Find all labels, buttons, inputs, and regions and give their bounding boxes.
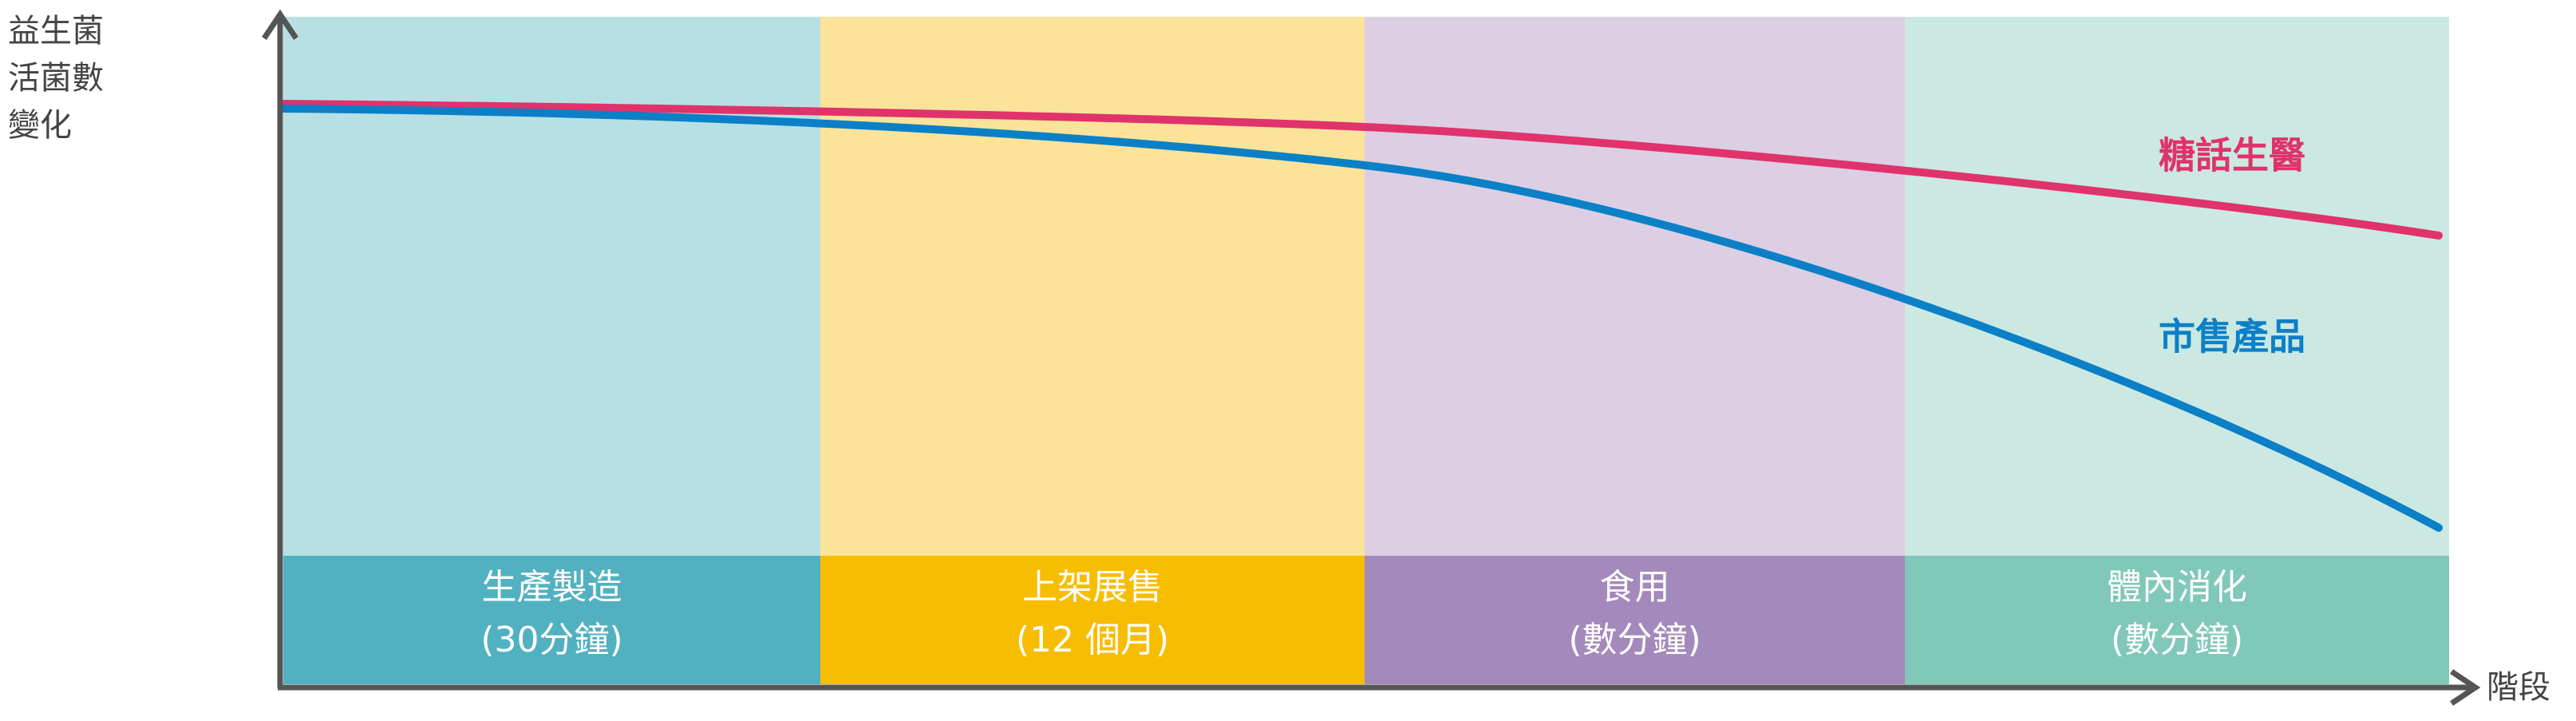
stage-box bbox=[820, 556, 1365, 684]
stage-band bbox=[1365, 17, 1905, 556]
curve-label: 糖話生醫 bbox=[2159, 134, 2305, 177]
curve-line bbox=[279, 100, 2443, 240]
stage-band bbox=[820, 17, 1365, 556]
stage-box bbox=[1905, 556, 2449, 684]
stage-detail: (數分鐘) bbox=[2111, 620, 2243, 660]
stage-band bbox=[1905, 17, 2449, 556]
stage-label: 食用 bbox=[1600, 567, 1670, 608]
stage-detail: (12 個月) bbox=[1016, 620, 1169, 660]
x-axis-label: 階段 bbox=[2487, 669, 2550, 706]
stage-box bbox=[1365, 556, 1905, 684]
y-arrow bbox=[262, 9, 298, 40]
stage-label: 生產製造 bbox=[482, 567, 622, 608]
stage-detail: (數分鐘) bbox=[1568, 620, 1701, 660]
stage-band bbox=[283, 17, 820, 556]
stage-detail: (30分鐘) bbox=[480, 620, 622, 660]
y-axis-label: 變化 bbox=[8, 107, 72, 144]
stage-box bbox=[283, 556, 820, 684]
stage-label: 上架展售 bbox=[1022, 567, 1163, 608]
stage-bands: 生產製造 (30分鐘) 上架展售 (12 個月) 食用 (數分鐘) 體內消化 (數分鐘) bbox=[283, 17, 2449, 684]
x-arrow bbox=[2450, 669, 2481, 706]
y-axis-label: 活菌數 bbox=[8, 60, 104, 97]
stage-label: 體內消化 bbox=[2107, 567, 2247, 608]
curve-line bbox=[279, 105, 2443, 532]
curve-label: 市售產品 bbox=[2159, 315, 2305, 359]
y-axis-label: 益生菌 bbox=[8, 13, 104, 50]
axes bbox=[262, 9, 2481, 706]
